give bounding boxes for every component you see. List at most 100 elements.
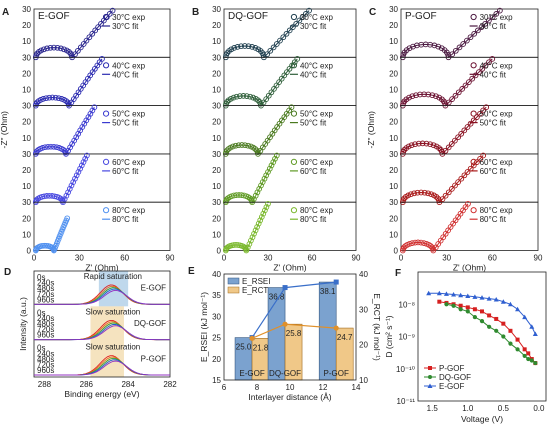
exp-point xyxy=(479,65,486,72)
exp-point xyxy=(286,27,293,34)
exp-point xyxy=(243,247,250,254)
exp-point xyxy=(408,191,414,198)
exp-point xyxy=(435,43,442,50)
exp-point xyxy=(58,96,65,102)
exp-point xyxy=(263,204,270,210)
y-tick-label: 20 xyxy=(389,69,398,78)
bar-value-label: 36.8 xyxy=(269,293,285,302)
time-legend-label: 240s xyxy=(37,279,54,288)
exp-point xyxy=(252,227,259,234)
y-tick-label: 30 xyxy=(389,102,398,111)
time-legend-label: 240s xyxy=(37,349,54,358)
exp-point xyxy=(448,141,455,147)
exp-point xyxy=(242,142,248,149)
legend-fit-label: 60°C fit xyxy=(300,167,327,176)
exp-point xyxy=(83,37,90,44)
y-tick-label: 20 xyxy=(22,21,31,30)
y-tick-label: 20 xyxy=(389,166,398,175)
exp-point xyxy=(445,144,452,151)
series-point xyxy=(465,293,471,299)
exp-point xyxy=(233,242,239,248)
legend-exp-label: 30°C exp xyxy=(480,13,514,22)
series-point xyxy=(500,299,506,304)
exp-point xyxy=(72,51,78,58)
exp-point xyxy=(51,44,57,51)
exp-point xyxy=(449,96,455,102)
exp-point xyxy=(40,96,47,102)
exp-point xyxy=(477,110,483,117)
x-axis-label: Z' (Ohm) xyxy=(273,263,306,273)
legend-fit-label: 80°C fit xyxy=(112,215,139,224)
exp-point xyxy=(244,244,251,251)
exp-point xyxy=(480,152,487,159)
series-point xyxy=(494,328,499,333)
exp-point xyxy=(41,46,47,53)
exp-point xyxy=(466,79,472,85)
exp-point xyxy=(452,92,459,99)
x-tick-label: 0.0 xyxy=(533,404,545,413)
y-tick-label: 10 xyxy=(389,182,398,191)
x-tick-label: 12 xyxy=(319,383,328,392)
legend-exp-marker xyxy=(470,13,477,21)
xps-curve xyxy=(34,325,170,341)
x-tick-label: 60 xyxy=(120,254,129,263)
exp-point xyxy=(460,41,467,47)
exp-point xyxy=(68,182,75,189)
legend-exp-marker xyxy=(470,110,477,117)
plot-frame xyxy=(223,273,357,381)
exp-point xyxy=(423,140,430,147)
exp-point xyxy=(248,237,254,244)
exp-point xyxy=(482,62,489,69)
y-tick-label: 30 xyxy=(212,150,221,159)
exp-point xyxy=(461,172,468,179)
exp-point xyxy=(251,230,257,237)
y-tick-label-left: 30 xyxy=(212,312,221,321)
exp-point xyxy=(98,20,104,27)
y-axis-label: Intensity (a.u.) xyxy=(18,297,28,351)
exp-point xyxy=(43,95,49,102)
x-tick-label: 286 xyxy=(80,380,94,389)
exp-point xyxy=(464,124,471,130)
exp-point xyxy=(263,172,270,179)
exp-point xyxy=(75,47,81,54)
exp-point xyxy=(261,175,268,182)
x-axis-label: Voltage (V) xyxy=(461,414,503,424)
exp-point xyxy=(421,189,428,196)
exp-point xyxy=(464,37,470,44)
time-legend-label: 0s xyxy=(37,344,45,353)
exp-point xyxy=(497,7,503,14)
subplot-frame xyxy=(223,201,357,251)
y-tick-label: 10 xyxy=(212,37,221,46)
exp-point xyxy=(415,140,422,147)
series-point xyxy=(472,307,477,312)
plot-frame xyxy=(33,270,171,378)
exp-point xyxy=(232,142,239,149)
rsei-point xyxy=(333,279,339,285)
group-label: DQ-GOF xyxy=(134,319,166,328)
x-tick-label: 8 xyxy=(255,383,260,392)
exp-point xyxy=(273,152,280,159)
exp-point xyxy=(75,169,82,175)
exp-point xyxy=(489,14,496,21)
legend-exp-label: 60°C exp xyxy=(300,158,334,167)
y-tick-label: 10⁻¹¹ xyxy=(397,397,416,406)
bar-value-label: 38.1 xyxy=(320,287,336,296)
x-tick-label: 60 xyxy=(488,254,497,263)
exp-point xyxy=(78,162,85,169)
exp-point xyxy=(406,45,413,52)
exp-point xyxy=(82,155,89,162)
exp-point xyxy=(241,43,248,49)
exp-point xyxy=(80,41,87,47)
panel-label-C: C xyxy=(369,7,376,18)
legend-fit-label: 60°C fit xyxy=(480,167,507,176)
exp-point xyxy=(455,134,461,141)
y-tick-label: 10 xyxy=(22,86,31,95)
y-tick-label: 10 xyxy=(389,37,398,46)
exp-point xyxy=(240,93,247,99)
exp-point xyxy=(77,165,83,172)
y-tick-label: 10 xyxy=(389,134,398,143)
series-point xyxy=(480,309,484,314)
series-point xyxy=(458,292,464,298)
exp-point xyxy=(267,47,274,54)
exp-point xyxy=(406,94,412,101)
